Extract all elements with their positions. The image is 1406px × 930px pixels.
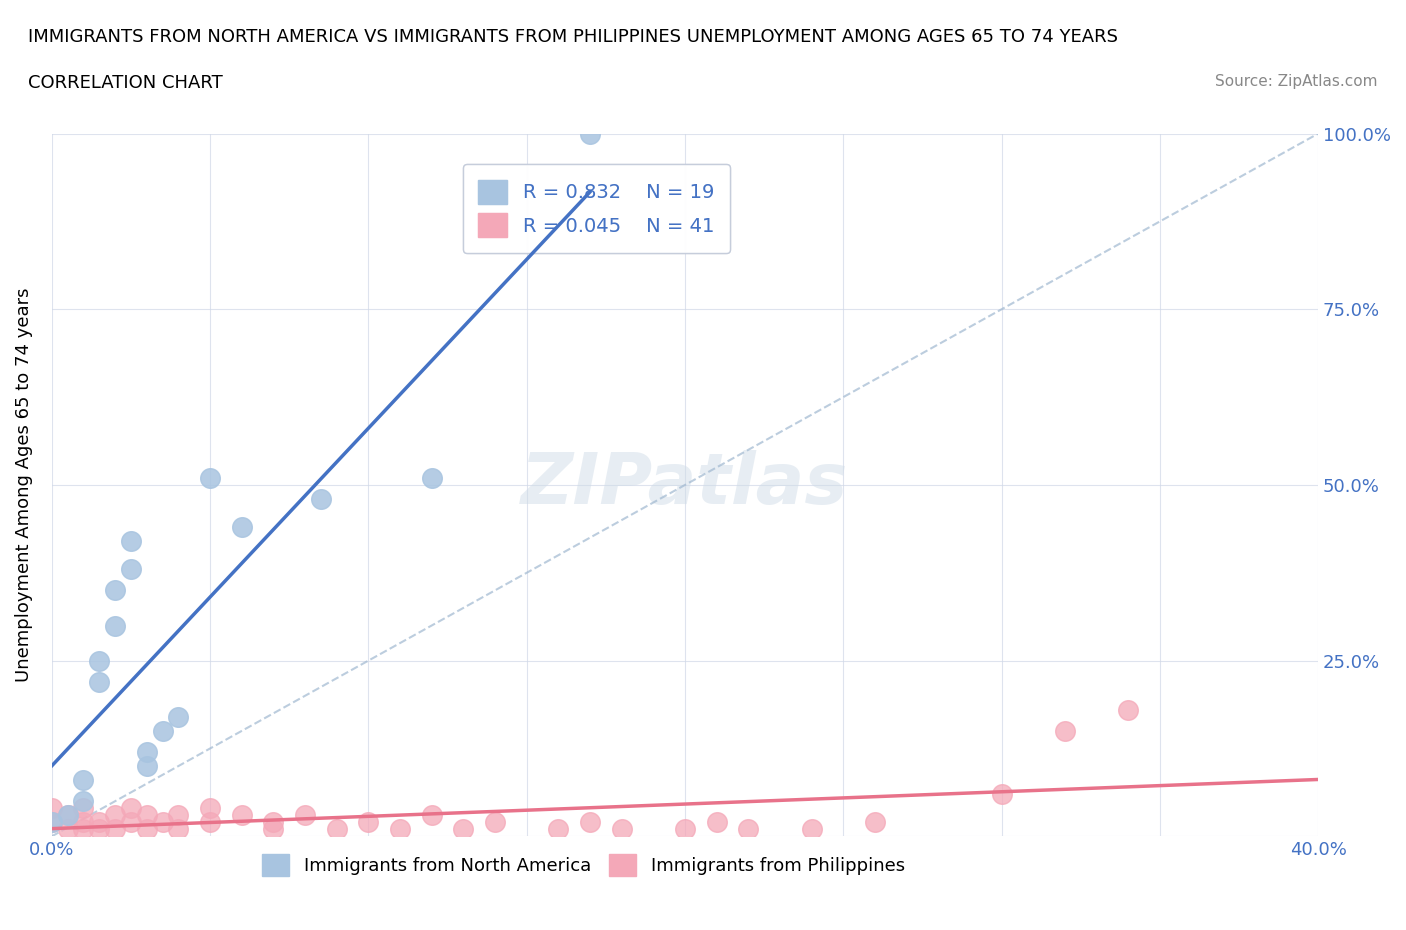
Point — [737, 822, 759, 837]
Point — [120, 534, 142, 549]
Point — [89, 815, 111, 830]
Point — [484, 815, 506, 830]
Text: IMMIGRANTS FROM NORTH AMERICA VS IMMIGRANTS FROM PHILIPPINES UNEMPLOYMENT AMONG : IMMIGRANTS FROM NORTH AMERICA VS IMMIGRA… — [28, 28, 1118, 46]
Point — [231, 520, 253, 535]
Point — [309, 492, 332, 507]
Point — [120, 562, 142, 577]
Point — [453, 822, 475, 837]
Text: Source: ZipAtlas.com: Source: ZipAtlas.com — [1215, 74, 1378, 89]
Y-axis label: Unemployment Among Ages 65 to 74 years: Unemployment Among Ages 65 to 74 years — [15, 287, 32, 683]
Point — [262, 822, 284, 837]
Point — [198, 471, 221, 485]
Point — [89, 653, 111, 668]
Point — [104, 822, 127, 837]
Point — [152, 815, 174, 830]
Point — [167, 710, 190, 724]
Point — [72, 815, 94, 830]
Point — [357, 815, 380, 830]
Point — [89, 822, 111, 837]
Point — [72, 822, 94, 837]
Point — [135, 759, 157, 774]
Point — [120, 815, 142, 830]
Point — [579, 815, 602, 830]
Point — [990, 787, 1012, 802]
Point — [56, 822, 79, 837]
Point — [1116, 702, 1139, 717]
Point — [420, 808, 443, 823]
Point — [41, 815, 63, 830]
Point — [104, 618, 127, 633]
Point — [41, 815, 63, 830]
Point — [706, 815, 728, 830]
Text: ZIPatlas: ZIPatlas — [522, 450, 849, 520]
Point — [104, 583, 127, 598]
Point — [198, 815, 221, 830]
Point — [420, 471, 443, 485]
Point — [167, 808, 190, 823]
Point — [294, 808, 316, 823]
Point — [198, 801, 221, 816]
Point — [120, 801, 142, 816]
Point — [135, 745, 157, 760]
Point — [135, 808, 157, 823]
Point — [579, 126, 602, 141]
Point — [72, 773, 94, 788]
Point — [231, 808, 253, 823]
Point — [104, 808, 127, 823]
Point — [89, 674, 111, 689]
Point — [167, 822, 190, 837]
Point — [325, 822, 347, 837]
Point — [863, 815, 886, 830]
Point — [388, 822, 411, 837]
Point — [152, 724, 174, 738]
Point — [800, 822, 823, 837]
Point — [673, 822, 696, 837]
Point — [135, 822, 157, 837]
Point — [72, 801, 94, 816]
Point — [41, 801, 63, 816]
Point — [56, 808, 79, 823]
Point — [72, 794, 94, 809]
Point — [262, 815, 284, 830]
Legend: R = 0.832    N = 19, R = 0.045    N = 41: R = 0.832 N = 19, R = 0.045 N = 41 — [463, 165, 730, 253]
Text: CORRELATION CHART: CORRELATION CHART — [28, 74, 224, 92]
Point — [610, 822, 633, 837]
Point — [1053, 724, 1076, 738]
Point — [56, 808, 79, 823]
Point — [547, 822, 569, 837]
